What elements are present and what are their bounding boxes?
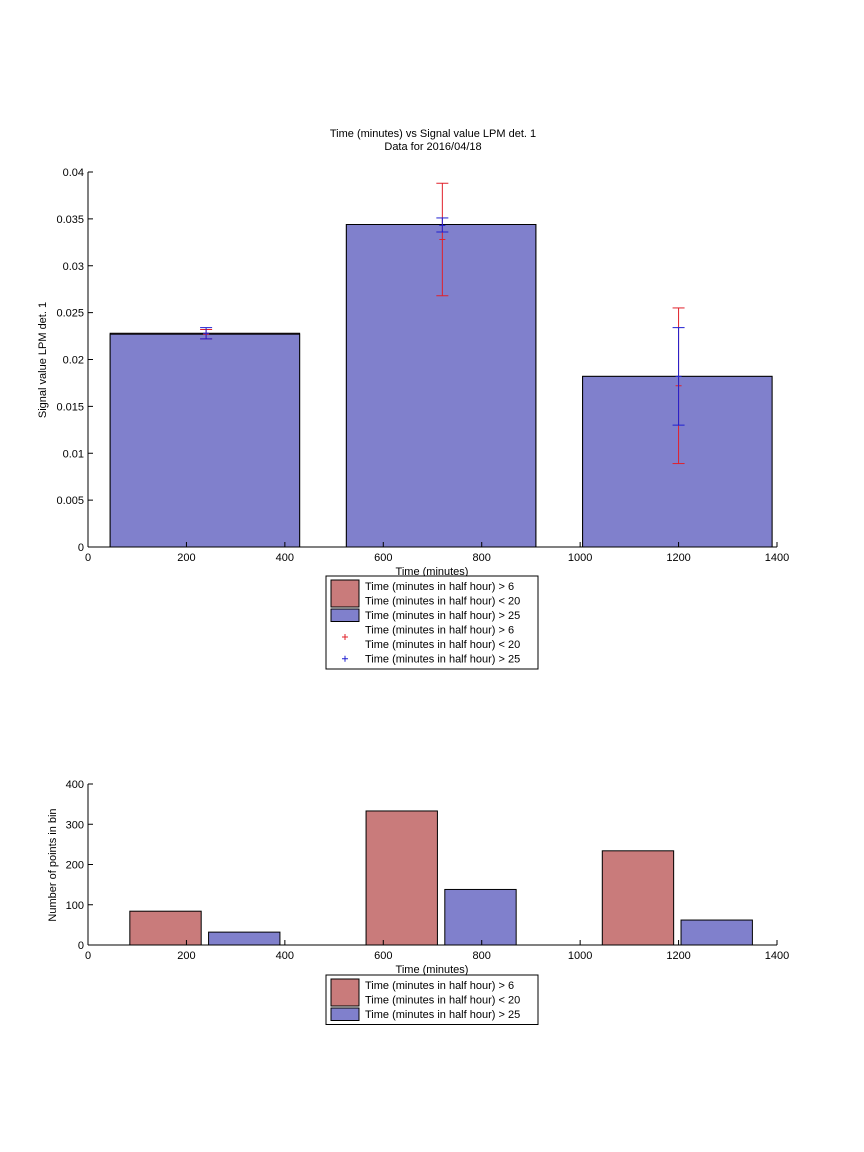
legend-label: Time (minutes in half hour) > 25 [365,1009,520,1021]
bar-series2-2 [345,224,537,548]
y-tick-label: 0.01 [63,448,84,460]
legend-label: Time (minutes in half hour) > 25 [365,654,520,666]
y-axis-label: Number of points in bin [47,808,59,921]
y-tick-label: 0.035 [56,214,84,226]
legend-label: Time (minutes in half hour) > 25 [365,610,520,622]
legend-swatch [330,579,360,608]
legend-label: Time (minutes in half hour) > 6 [365,581,514,593]
x-tick-label: 1000 [568,950,592,962]
legend-label: Time (minutes in half hour) < 20 [365,639,520,651]
x-tick-label: 200 [177,950,195,962]
x-axis-label: Time (minutes) [396,566,469,578]
errorbar-series1-2 [436,182,449,297]
legend-box [325,575,539,670]
x-tick-label: 0 [85,552,91,564]
chart-title: Time (minutes) vs Signal value LPM det. … [330,128,536,140]
y-tick-label: 0 [78,542,84,554]
legend-top: Time (minutes in half hour) > 6 Time (min… [325,575,539,670]
x-tick-label: 400 [276,552,294,564]
y-axis-label: Signal value LPM det. 1 [37,302,49,418]
legend-item-2: Time (minutes in half hour) > 25 [330,608,520,622]
legend-item-1: Time (minutes in half hour) > 6 Time (min… [330,978,520,1007]
x-tick-label: 1400 [765,950,789,962]
x-tick-label: 1200 [666,552,690,564]
x-tick-label: 1400 [765,552,789,564]
y-tick-label: 100 [66,900,84,912]
x-tick-label: 200 [177,552,195,564]
errorbar-series2-3 [672,327,685,426]
bar-series2-2 [444,888,517,946]
y-tick-label: 0.005 [56,495,84,507]
x-axis-label: Time (minutes) [396,964,469,976]
count-plot: 0 200 400 600 800 1000 1200 1400 0 100 200 300 400 T… [47,779,789,1025]
y-tick-label: 300 [66,819,84,831]
legend-swatch [330,608,360,622]
bar-series1-3 [601,850,675,946]
bar-series2-3 [582,375,773,548]
legend-label: Time (minutes in half hour) > 6 [365,980,514,992]
y-tick-label: 0.015 [56,401,84,413]
legend-label: Time (minutes in half hour) > 6 [365,625,514,637]
x-tick-label: 800 [473,552,491,564]
errorbar-series2-1 [200,327,213,340]
x-tick-label: 800 [473,950,491,962]
bar-series2-1 [208,931,281,946]
x-tick-label: 600 [374,950,392,962]
y-tick-label: 200 [66,860,84,872]
legend-label: Time (minutes in half hour) < 20 [365,995,520,1007]
bar-series1-1 [129,910,202,946]
x-tick-label: 1200 [666,950,690,962]
y-tick-label: 0.03 [63,261,84,273]
legend-swatch [330,1007,360,1021]
legend-item-1: Time (minutes in half hour) > 6 Time (min… [330,579,520,608]
legend-swatch [330,978,360,1007]
chart-subtitle: Data for 2016/04/18 [384,141,481,153]
bar-series1-2 [365,810,438,946]
x-tick-label: 0 [85,950,91,962]
bar-series2-1 [109,333,301,548]
legend-item-2: Time (minutes in half hour) > 25 [330,1007,520,1021]
x-tick-label: 1000 [568,552,592,564]
x-tick-label: 600 [374,552,392,564]
legend-label: Time (minutes in half hour) < 20 [365,596,520,608]
legend-box [325,974,539,1025]
legend-item-3: Time (minutes in half hour) > 6 Time (min… [342,625,520,651]
x-tick-label: 400 [276,950,294,962]
bar-series2-3 [680,919,753,946]
legend-bottom: Time (minutes in half hour) > 6 Time (min… [325,974,539,1025]
legend-item-4: Time (minutes in half hour) > 25 [342,654,520,666]
errorbar-series2-2 [436,217,449,233]
y-tick-label: 0 [78,940,84,952]
y-tick-label: 0.02 [63,355,84,367]
y-tick-label: 0.04 [63,167,84,179]
y-tick-label: 0.025 [56,308,84,320]
y-tick-label: 400 [66,779,84,791]
signal-plot: Time (minutes) vs Signal value LPM det. … [37,128,789,670]
